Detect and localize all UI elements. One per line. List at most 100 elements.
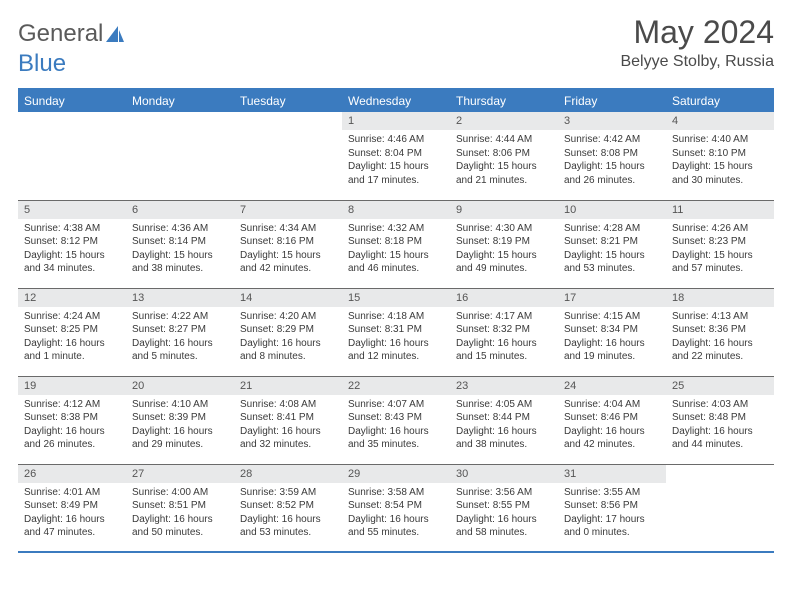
sunrise-line: Sunrise: 4:05 AM (456, 398, 552, 412)
sunrise-line: Sunrise: 4:24 AM (24, 310, 120, 324)
day-details: Sunrise: 4:13 AMSunset: 8:36 PMDaylight:… (666, 307, 774, 370)
day-number: 22 (342, 377, 450, 395)
sunrise-line: Sunrise: 4:22 AM (132, 310, 228, 324)
sunrise-line: Sunrise: 4:44 AM (456, 133, 552, 147)
sunset-line: Sunset: 8:56 PM (564, 499, 660, 513)
sunset-line: Sunset: 8:43 PM (348, 411, 444, 425)
day-number: 21 (234, 377, 342, 395)
daylight-line: Daylight: 16 hours and 8 minutes. (240, 337, 336, 364)
sunset-line: Sunset: 8:39 PM (132, 411, 228, 425)
sunset-line: Sunset: 8:38 PM (24, 411, 120, 425)
sunrise-line: Sunrise: 4:15 AM (564, 310, 660, 324)
calendar-cell: 13Sunrise: 4:22 AMSunset: 8:27 PMDayligh… (126, 288, 234, 376)
calendar-body: 1Sunrise: 4:46 AMSunset: 8:04 PMDaylight… (18, 112, 774, 552)
daylight-line: Daylight: 15 hours and 42 minutes. (240, 249, 336, 276)
day-details: Sunrise: 4:12 AMSunset: 8:38 PMDaylight:… (18, 395, 126, 458)
sunset-line: Sunset: 8:06 PM (456, 147, 552, 161)
daylight-line: Daylight: 16 hours and 29 minutes. (132, 425, 228, 452)
calendar-cell: 4Sunrise: 4:40 AMSunset: 8:10 PMDaylight… (666, 112, 774, 200)
calendar-cell: 24Sunrise: 4:04 AMSunset: 8:46 PMDayligh… (558, 376, 666, 464)
day-number: 20 (126, 377, 234, 395)
daylight-line: Daylight: 17 hours and 0 minutes. (564, 513, 660, 540)
sunset-line: Sunset: 8:44 PM (456, 411, 552, 425)
daylight-line: Daylight: 16 hours and 44 minutes. (672, 425, 768, 452)
calendar-cell (18, 112, 126, 200)
sunrise-line: Sunrise: 4:40 AM (672, 133, 768, 147)
sunset-line: Sunset: 8:18 PM (348, 235, 444, 249)
sunrise-line: Sunrise: 4:46 AM (348, 133, 444, 147)
weekday-header: Tuesday (234, 90, 342, 112)
brand-text: General Blue (18, 20, 125, 78)
sunrise-line: Sunrise: 4:12 AM (24, 398, 120, 412)
daylight-line: Daylight: 15 hours and 34 minutes. (24, 249, 120, 276)
sunrise-line: Sunrise: 4:18 AM (348, 310, 444, 324)
sail-icon (105, 22, 125, 50)
day-details: Sunrise: 4:10 AMSunset: 8:39 PMDaylight:… (126, 395, 234, 458)
daylight-line: Daylight: 15 hours and 26 minutes. (564, 160, 660, 187)
calendar-cell: 15Sunrise: 4:18 AMSunset: 8:31 PMDayligh… (342, 288, 450, 376)
day-details: Sunrise: 4:03 AMSunset: 8:48 PMDaylight:… (666, 395, 774, 458)
day-number: 16 (450, 289, 558, 307)
sunset-line: Sunset: 8:19 PM (456, 235, 552, 249)
sunrise-line: Sunrise: 4:38 AM (24, 222, 120, 236)
day-number: 25 (666, 377, 774, 395)
sunset-line: Sunset: 8:12 PM (24, 235, 120, 249)
sunrise-line: Sunrise: 4:26 AM (672, 222, 768, 236)
weekday-row: Sunday Monday Tuesday Wednesday Thursday… (18, 90, 774, 112)
day-number: 30 (450, 465, 558, 483)
day-number: 12 (18, 289, 126, 307)
day-number: 7 (234, 201, 342, 219)
day-details: Sunrise: 4:40 AMSunset: 8:10 PMDaylight:… (666, 130, 774, 193)
day-details: Sunrise: 4:34 AMSunset: 8:16 PMDaylight:… (234, 219, 342, 282)
sunset-line: Sunset: 8:23 PM (672, 235, 768, 249)
location-text: Belyye Stolby, Russia (620, 53, 774, 71)
sunrise-line: Sunrise: 4:00 AM (132, 486, 228, 500)
sunset-line: Sunset: 8:52 PM (240, 499, 336, 513)
sunrise-line: Sunrise: 4:42 AM (564, 133, 660, 147)
calendar-cell: 20Sunrise: 4:10 AMSunset: 8:39 PMDayligh… (126, 376, 234, 464)
day-number: 9 (450, 201, 558, 219)
calendar-cell: 27Sunrise: 4:00 AMSunset: 8:51 PMDayligh… (126, 464, 234, 552)
daylight-line: Daylight: 16 hours and 42 minutes. (564, 425, 660, 452)
sunrise-line: Sunrise: 4:01 AM (24, 486, 120, 500)
day-number: 11 (666, 201, 774, 219)
calendar-cell: 16Sunrise: 4:17 AMSunset: 8:32 PMDayligh… (450, 288, 558, 376)
calendar-cell: 6Sunrise: 4:36 AMSunset: 8:14 PMDaylight… (126, 200, 234, 288)
sunset-line: Sunset: 8:08 PM (564, 147, 660, 161)
day-details: Sunrise: 4:04 AMSunset: 8:46 PMDaylight:… (558, 395, 666, 458)
sunset-line: Sunset: 8:21 PM (564, 235, 660, 249)
calendar-cell: 21Sunrise: 4:08 AMSunset: 8:41 PMDayligh… (234, 376, 342, 464)
daylight-line: Daylight: 16 hours and 15 minutes. (456, 337, 552, 364)
sunset-line: Sunset: 8:48 PM (672, 411, 768, 425)
daylight-line: Daylight: 16 hours and 53 minutes. (240, 513, 336, 540)
brand-logo: General Blue (18, 20, 125, 78)
sunset-line: Sunset: 8:27 PM (132, 323, 228, 337)
daylight-line: Daylight: 16 hours and 26 minutes. (24, 425, 120, 452)
sunrise-line: Sunrise: 4:28 AM (564, 222, 660, 236)
weekday-header: Monday (126, 90, 234, 112)
day-number: 1 (342, 112, 450, 130)
calendar-cell: 2Sunrise: 4:44 AMSunset: 8:06 PMDaylight… (450, 112, 558, 200)
sunset-line: Sunset: 8:55 PM (456, 499, 552, 513)
day-number: 13 (126, 289, 234, 307)
weekday-header: Saturday (666, 90, 774, 112)
calendar-row: 26Sunrise: 4:01 AMSunset: 8:49 PMDayligh… (18, 464, 774, 552)
weekday-header: Thursday (450, 90, 558, 112)
day-number: 6 (126, 201, 234, 219)
day-details: Sunrise: 4:05 AMSunset: 8:44 PMDaylight:… (450, 395, 558, 458)
day-details: Sunrise: 4:20 AMSunset: 8:29 PMDaylight:… (234, 307, 342, 370)
calendar-cell: 10Sunrise: 4:28 AMSunset: 8:21 PMDayligh… (558, 200, 666, 288)
daylight-line: Daylight: 16 hours and 19 minutes. (564, 337, 660, 364)
calendar-cell: 1Sunrise: 4:46 AMSunset: 8:04 PMDaylight… (342, 112, 450, 200)
day-number: 14 (234, 289, 342, 307)
day-number: 26 (18, 465, 126, 483)
day-details: Sunrise: 4:15 AMSunset: 8:34 PMDaylight:… (558, 307, 666, 370)
day-details: Sunrise: 4:32 AMSunset: 8:18 PMDaylight:… (342, 219, 450, 282)
day-number: 3 (558, 112, 666, 130)
calendar-cell: 8Sunrise: 4:32 AMSunset: 8:18 PMDaylight… (342, 200, 450, 288)
calendar-cell (126, 112, 234, 200)
sunset-line: Sunset: 8:36 PM (672, 323, 768, 337)
daylight-line: Daylight: 16 hours and 55 minutes. (348, 513, 444, 540)
calendar-row: 19Sunrise: 4:12 AMSunset: 8:38 PMDayligh… (18, 376, 774, 464)
day-details: Sunrise: 4:36 AMSunset: 8:14 PMDaylight:… (126, 219, 234, 282)
